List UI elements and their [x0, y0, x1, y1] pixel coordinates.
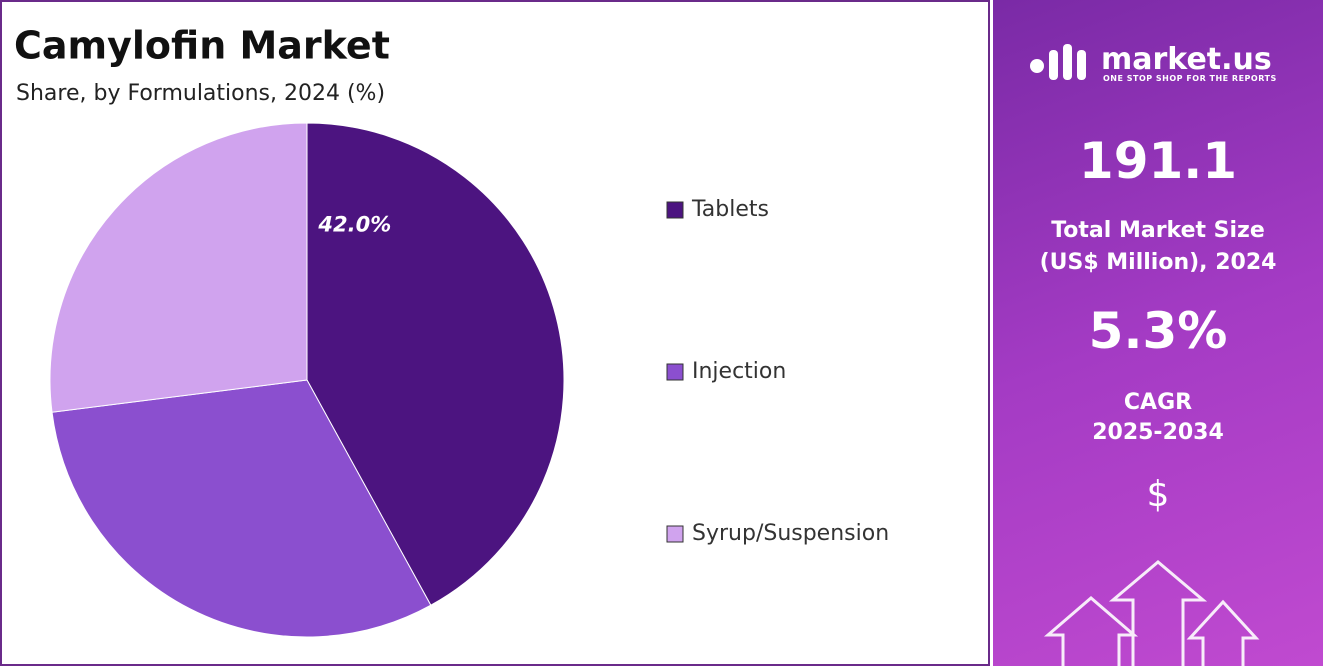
market-size: 191.1 [1078, 132, 1238, 190]
legend-swatch [666, 363, 684, 381]
legend-label: Injection [692, 359, 786, 384]
chart-frame: Camylofin Market Share, by Formulations,… [0, 0, 990, 666]
pie-slice [306, 122, 565, 606]
tagline: ONE STOP SHOP FOR THE REPORTS [1103, 74, 1277, 83]
currency-icon: $ [1146, 474, 1170, 515]
legend-swatch [666, 201, 684, 219]
pie-slice [51, 379, 432, 638]
decoration [1030, 44, 1260, 666]
cagr: 5.3% [1088, 302, 1228, 360]
cagr-label: 2025-2034 [1092, 420, 1224, 445]
cagr-label: CAGR [1123, 390, 1193, 415]
data-label: 42.0% [317, 212, 391, 236]
legend-label: Tablets [691, 197, 769, 222]
side-panel: market.us ONE STOP SHOP FOR THE REPORTS … [993, 0, 1323, 666]
brand: market.us [1101, 42, 1272, 77]
market-size-label: (US$ Million), 2024 [1039, 250, 1277, 275]
legend-label: Syrup/Suspension [692, 521, 889, 546]
market-size-label: Total Market Size [1051, 218, 1265, 243]
pie-slice [49, 122, 308, 413]
chart-subtitle: Share, by Formulations, 2024 (%) [16, 81, 385, 106]
chart: Camylofin Market Share, by Formulations,… [14, 24, 889, 638]
legend-swatch [666, 525, 684, 543]
chart-title: Camylofin Market [14, 24, 390, 68]
